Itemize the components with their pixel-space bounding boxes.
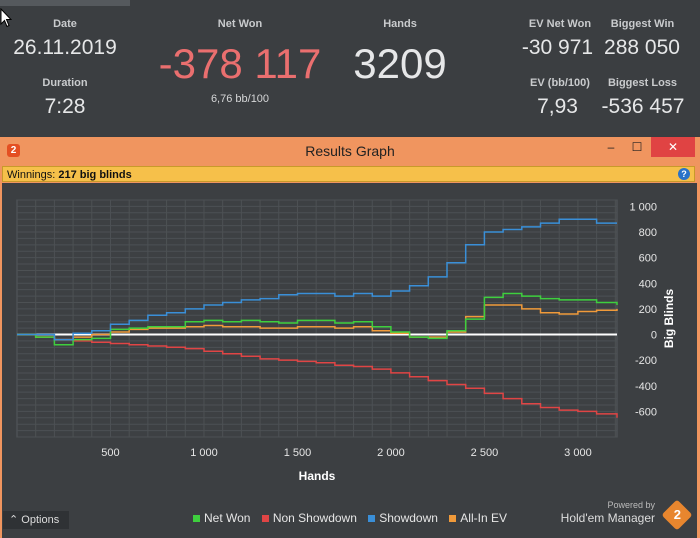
- x-tick-label: 1 500: [284, 447, 312, 459]
- y-tick-label: -400: [635, 381, 657, 393]
- help-icon[interactable]: ?: [678, 168, 690, 180]
- y-tick-label: 600: [639, 253, 657, 265]
- y-tick-label: -200: [635, 355, 657, 367]
- legend-label: All-In EV: [460, 511, 507, 525]
- y-tick-label: 800: [639, 227, 657, 239]
- hm2-app-icon: 2: [7, 144, 20, 157]
- ev-bb100-label: EV (bb/100): [530, 77, 590, 89]
- brand-name: Hold'em Manager: [560, 511, 655, 525]
- chart-legend: Net Won Non Showdown Showdown All-In EV: [0, 511, 700, 525]
- session-stats-panel: Date 26.11.2019 Duration 7:28 Net Won -3…: [0, 0, 700, 136]
- minimize-button[interactable]: –: [607, 140, 615, 154]
- top-tab-strip[interactable]: [0, 0, 130, 6]
- legend-label: Net Won: [204, 511, 251, 525]
- powered-by-label: Powered by: [607, 500, 655, 510]
- date-label: Date: [53, 18, 77, 30]
- biggest-win-value: 288 050: [604, 36, 680, 59]
- results-graph-window: 2 Results Graph – ☐ ✕ Winnings: 217 big …: [0, 137, 700, 538]
- legend-swatch: [368, 515, 376, 522]
- ev-bb100-value: 7,93: [537, 95, 578, 118]
- options-label: Options: [21, 514, 60, 526]
- legend-label: Non Showdown: [272, 511, 357, 525]
- ev-net-won-value: -30 971: [521, 36, 594, 59]
- duration-label: Duration: [42, 77, 88, 89]
- x-tick-label: 3 000: [564, 447, 592, 459]
- net-won-label: Net Won: [217, 18, 263, 30]
- legend-item-showdown[interactable]: Showdown: [368, 511, 438, 525]
- legend-item-non-showdown[interactable]: Non Showdown: [261, 511, 357, 525]
- y-tick-label: -600: [635, 406, 657, 418]
- options-chevron-icon: ⌃: [9, 514, 19, 526]
- x-axis-title: Hands: [299, 469, 336, 483]
- hands-label: Hands: [383, 18, 417, 30]
- hands-value: 3209: [353, 40, 447, 87]
- duration-value: 7:28: [44, 95, 86, 118]
- y-tick-label: 0: [651, 330, 657, 342]
- x-tick-label: 2 000: [377, 447, 405, 459]
- ev-net-won-label: EV Net Won: [528, 18, 592, 30]
- net-won-value: -378 117: [158, 40, 322, 87]
- bb-per-100-value: 6,76 bb/100: [210, 93, 270, 105]
- biggest-loss-label: Biggest Loss: [607, 77, 678, 89]
- legend-item-all-in-ev[interactable]: All-In EV: [449, 511, 507, 525]
- y-tick-label: 400: [639, 278, 657, 290]
- x-tick-label: 500: [101, 447, 119, 459]
- y-axis-title: Big Blinds: [662, 289, 676, 349]
- series-line-net-won: [17, 292, 618, 346]
- window-titlebar[interactable]: 2 Results Graph – ☐ ✕: [0, 137, 700, 163]
- plot-background: [16, 199, 618, 438]
- x-tick-label: 1 000: [190, 447, 218, 459]
- options-button[interactable]: ⌃ Options: [3, 511, 69, 529]
- series-line-showdown: [17, 218, 617, 341]
- results-chart: 500 1 000 1 500 2 000 2 500 3 000 1 000 800 600 4…: [16, 199, 676, 483]
- winnings-bar: Winnings: 217 big blinds ?: [2, 166, 695, 182]
- maximize-button[interactable]: ☐: [631, 140, 643, 154]
- winnings-value: 217 big blinds: [58, 169, 132, 181]
- mouse-cursor-icon: [0, 8, 12, 28]
- window-title: Results Graph: [305, 143, 395, 159]
- y-tick-label: 200: [639, 304, 657, 316]
- legend-swatch: [261, 515, 269, 522]
- legend-swatch: [449, 515, 457, 522]
- legend-item-net-won[interactable]: Net Won: [193, 511, 250, 525]
- winnings-label: Winnings:: [7, 169, 56, 181]
- biggest-win-label: Biggest Win: [610, 18, 675, 30]
- close-button[interactable]: ✕: [651, 137, 695, 157]
- x-tick-label: 2 500: [471, 447, 499, 459]
- y-tick-label: 1 000: [629, 201, 657, 213]
- biggest-loss-value: -536 457: [601, 95, 685, 118]
- legend-swatch: [193, 515, 201, 522]
- date-value: 26.11.2019: [13, 36, 117, 59]
- legend-label: Showdown: [379, 511, 438, 525]
- series-line-non-showdown: [17, 333, 618, 418]
